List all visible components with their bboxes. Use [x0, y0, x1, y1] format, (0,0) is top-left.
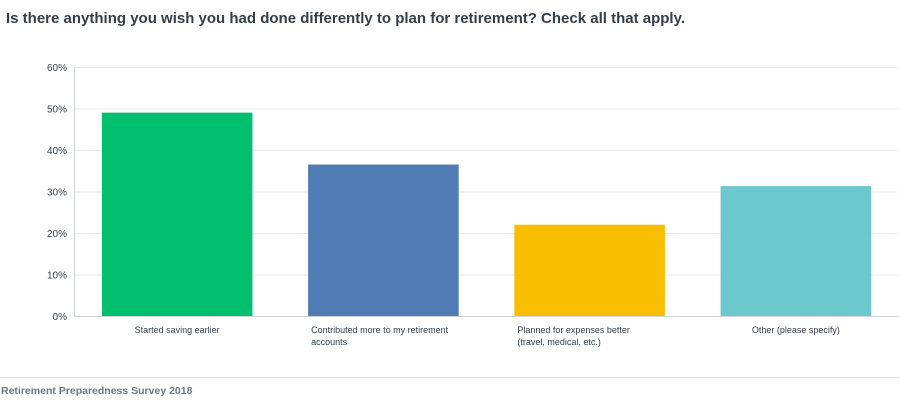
x-category-label: (travel, medical, etc.) [517, 337, 601, 347]
bars [101, 112, 872, 317]
x-category-label: Started saving earlier [135, 325, 220, 335]
y-tick-label: 20% [47, 229, 67, 240]
y-tick-label: 40% [47, 146, 67, 157]
y-tick-label: 50% [47, 105, 67, 116]
bar[interactable] [101, 112, 253, 317]
bar[interactable] [514, 224, 665, 316]
question-title: Is there anything you wish you had done … [6, 10, 685, 27]
y-tick-label: 30% [47, 188, 67, 199]
axes [74, 67, 899, 317]
y-tick-label: 0% [53, 312, 68, 323]
survey-source-label: Retirement Preparedness Survey 2018 [1, 385, 193, 397]
bar[interactable] [720, 186, 872, 316]
x-category-label: Planned for expenses better [517, 325, 630, 335]
y-tick-label: 10% [47, 271, 67, 282]
labels: 0% 10% 20% 30% 40% 50% 60% Started saving earli… [47, 63, 840, 347]
bar[interactable] [308, 164, 459, 316]
x-category-label: accounts [311, 337, 348, 347]
y-tick-label: 60% [47, 63, 67, 74]
x-category-label: Other (please specify) [752, 325, 840, 335]
footer-divider [0, 377, 900, 378]
x-category-label: Contributed more to my retirement [311, 325, 449, 335]
